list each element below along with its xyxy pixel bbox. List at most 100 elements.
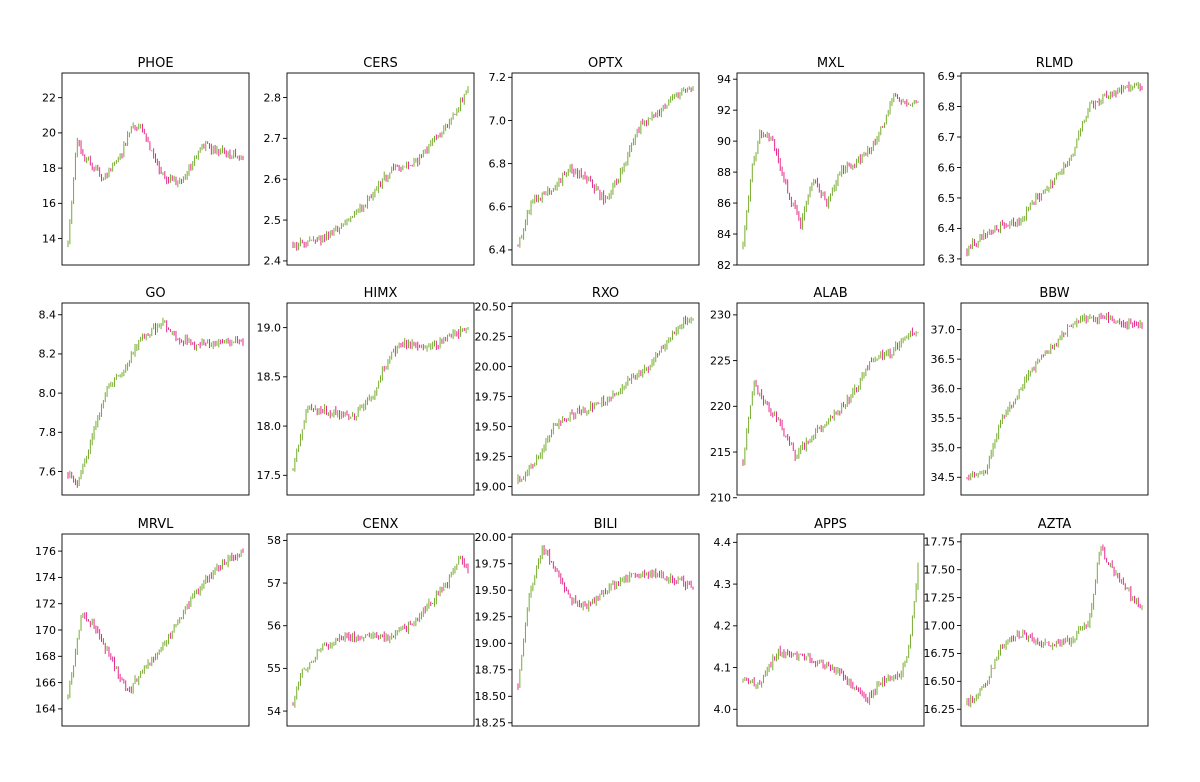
y-tick-label: 215 — [710, 446, 731, 459]
candles — [966, 544, 1143, 708]
subplot-title: OPTX — [588, 56, 623, 71]
y-tick-label: 19.00 — [475, 637, 507, 650]
y-tick-label: 164 — [35, 703, 56, 716]
y-tick-label: 2.5 — [264, 214, 282, 227]
y-axis: 6.4 6.6 6.8 7.0 7.2 — [489, 71, 512, 257]
y-tick-label: 6.9 — [938, 70, 956, 83]
y-tick-label: 2.8 — [264, 91, 282, 104]
y-tick-label: 174 — [35, 571, 56, 584]
y-tick-label: 18.5 — [257, 371, 282, 384]
y-tick-label: 19.50 — [475, 420, 507, 433]
y-tick-label: 230 — [710, 309, 731, 322]
subplot-title: BBW — [1039, 286, 1069, 301]
axes-frame — [286, 533, 475, 727]
y-axis: 34.5 35.0 35.5 36.0 36.5 37.0 — [931, 323, 961, 484]
y-tick-label: 2.6 — [264, 173, 282, 186]
y-axis: 54 55 56 57 58 — [267, 534, 287, 718]
y-tick-label: 8.0 — [39, 387, 57, 400]
axes-frame — [286, 302, 475, 496]
subplot-apps: APPS 4.0 4.1 4.2 4.3 4.4 — [714, 517, 925, 727]
subplot-mxl: MXL 82 84 86 88 90 92 94 — [717, 56, 925, 272]
subplot-alab: ALAB 210 215 220 225 230 — [710, 286, 925, 505]
y-tick-label: 58 — [267, 534, 281, 547]
y-axis: 2.4 2.5 2.6 2.7 2.8 — [264, 91, 287, 268]
subplot-azta: AZTA 16.25 16.50 16.75 17.00 17.25 17.50 17.75 — [924, 517, 1149, 727]
subplot-title: MXL — [817, 56, 845, 71]
candles — [292, 555, 469, 708]
subplot-rxo: RXO 19.00 19.25 19.50 19.75 20.00 20.25 20.50 — [475, 286, 700, 496]
y-tick-label: 82 — [717, 259, 731, 272]
candles — [966, 312, 1143, 481]
subplot-title: BILI — [594, 517, 618, 532]
y-tick-label: 57 — [267, 577, 281, 590]
y-tick-label: 14 — [42, 232, 56, 245]
y-tick-label: 17.75 — [924, 536, 956, 549]
y-tick-label: 4.4 — [714, 536, 732, 549]
subplot-mrvl: MRVL 164 166 168 170 172 174 176 — [35, 517, 250, 727]
candles — [742, 327, 919, 466]
y-tick-label: 94 — [717, 73, 731, 86]
y-tick-label: 19.00 — [475, 480, 507, 493]
y-tick-label: 35.0 — [931, 442, 956, 455]
y-tick-label: 90 — [717, 135, 731, 148]
y-tick-label: 35.5 — [931, 412, 956, 425]
subplot-title: HIMX — [364, 286, 398, 301]
y-tick-label: 88 — [717, 166, 731, 179]
subplot-go: GO 7.6 7.8 8.0 8.2 8.4 — [39, 286, 250, 496]
y-tick-label: 2.7 — [264, 132, 282, 145]
y-tick-label: 16.25 — [924, 703, 956, 716]
y-tick-label: 2.4 — [264, 255, 282, 268]
candles — [742, 92, 919, 250]
candles — [67, 317, 244, 488]
y-tick-label: 18.50 — [475, 690, 507, 703]
y-tick-label: 6.5 — [938, 192, 956, 205]
candles — [67, 122, 244, 248]
subplot-title: CENX — [363, 517, 399, 532]
y-tick-label: 22 — [42, 91, 56, 104]
axes-frame — [511, 72, 700, 266]
y-tick-label: 8.4 — [39, 309, 57, 322]
candles — [517, 544, 694, 690]
y-tick-label: 92 — [717, 104, 731, 117]
subplot-rlmd: RLMD 6.3 6.4 6.5 6.6 6.7 6.8 6.9 — [938, 56, 1149, 266]
y-tick-label: 17.5 — [257, 469, 282, 482]
axes-frame — [61, 302, 250, 496]
y-axis: 7.6 7.8 8.0 8.2 8.4 — [39, 309, 62, 478]
subplot-title: RXO — [592, 286, 619, 301]
axes-frame — [736, 72, 925, 266]
subplot-title: MRVL — [138, 517, 174, 532]
y-axis: 18.25 18.50 18.75 19.00 19.25 19.50 19.75 20.00 — [475, 531, 512, 730]
y-axis: 4.0 4.1 4.2 4.3 4.4 — [714, 536, 737, 716]
axes-frame — [61, 533, 250, 727]
y-tick-label: 6.6 — [489, 201, 507, 214]
y-tick-label: 34.5 — [931, 471, 956, 484]
y-axis: 19.00 19.25 19.50 19.75 20.00 20.25 20.50 — [475, 300, 512, 493]
y-tick-label: 19.25 — [475, 611, 507, 624]
y-tick-label: 6.6 — [938, 161, 956, 174]
y-tick-label: 36.0 — [931, 382, 956, 395]
y-tick-label: 86 — [717, 197, 731, 210]
subplot-bbw: BBW 34.5 35.0 35.5 36.0 36.5 37.0 — [931, 286, 1149, 496]
candles — [67, 548, 244, 700]
y-tick-label: 20.00 — [475, 531, 507, 544]
y-tick-label: 225 — [710, 354, 731, 367]
y-tick-label: 36.5 — [931, 353, 956, 366]
axes-frame — [511, 533, 700, 727]
axes-frame — [960, 72, 1149, 266]
y-axis: 164 166 168 170 172 174 176 — [35, 545, 62, 716]
candles — [517, 86, 694, 248]
y-tick-label: 6.8 — [489, 157, 507, 170]
y-tick-label: 166 — [35, 676, 56, 689]
y-tick-label: 16.75 — [924, 647, 956, 660]
y-axis: 14 16 18 20 22 — [42, 91, 62, 245]
y-tick-label: 19.25 — [475, 450, 507, 463]
subplot-cenx: CENX 54 55 56 57 58 — [267, 517, 475, 727]
y-tick-label: 56 — [267, 620, 281, 633]
candles — [292, 86, 469, 251]
axes-frame — [61, 72, 250, 266]
y-tick-label: 20.50 — [475, 300, 507, 313]
y-tick-label: 18.25 — [475, 717, 507, 730]
y-tick-label: 210 — [710, 492, 731, 505]
